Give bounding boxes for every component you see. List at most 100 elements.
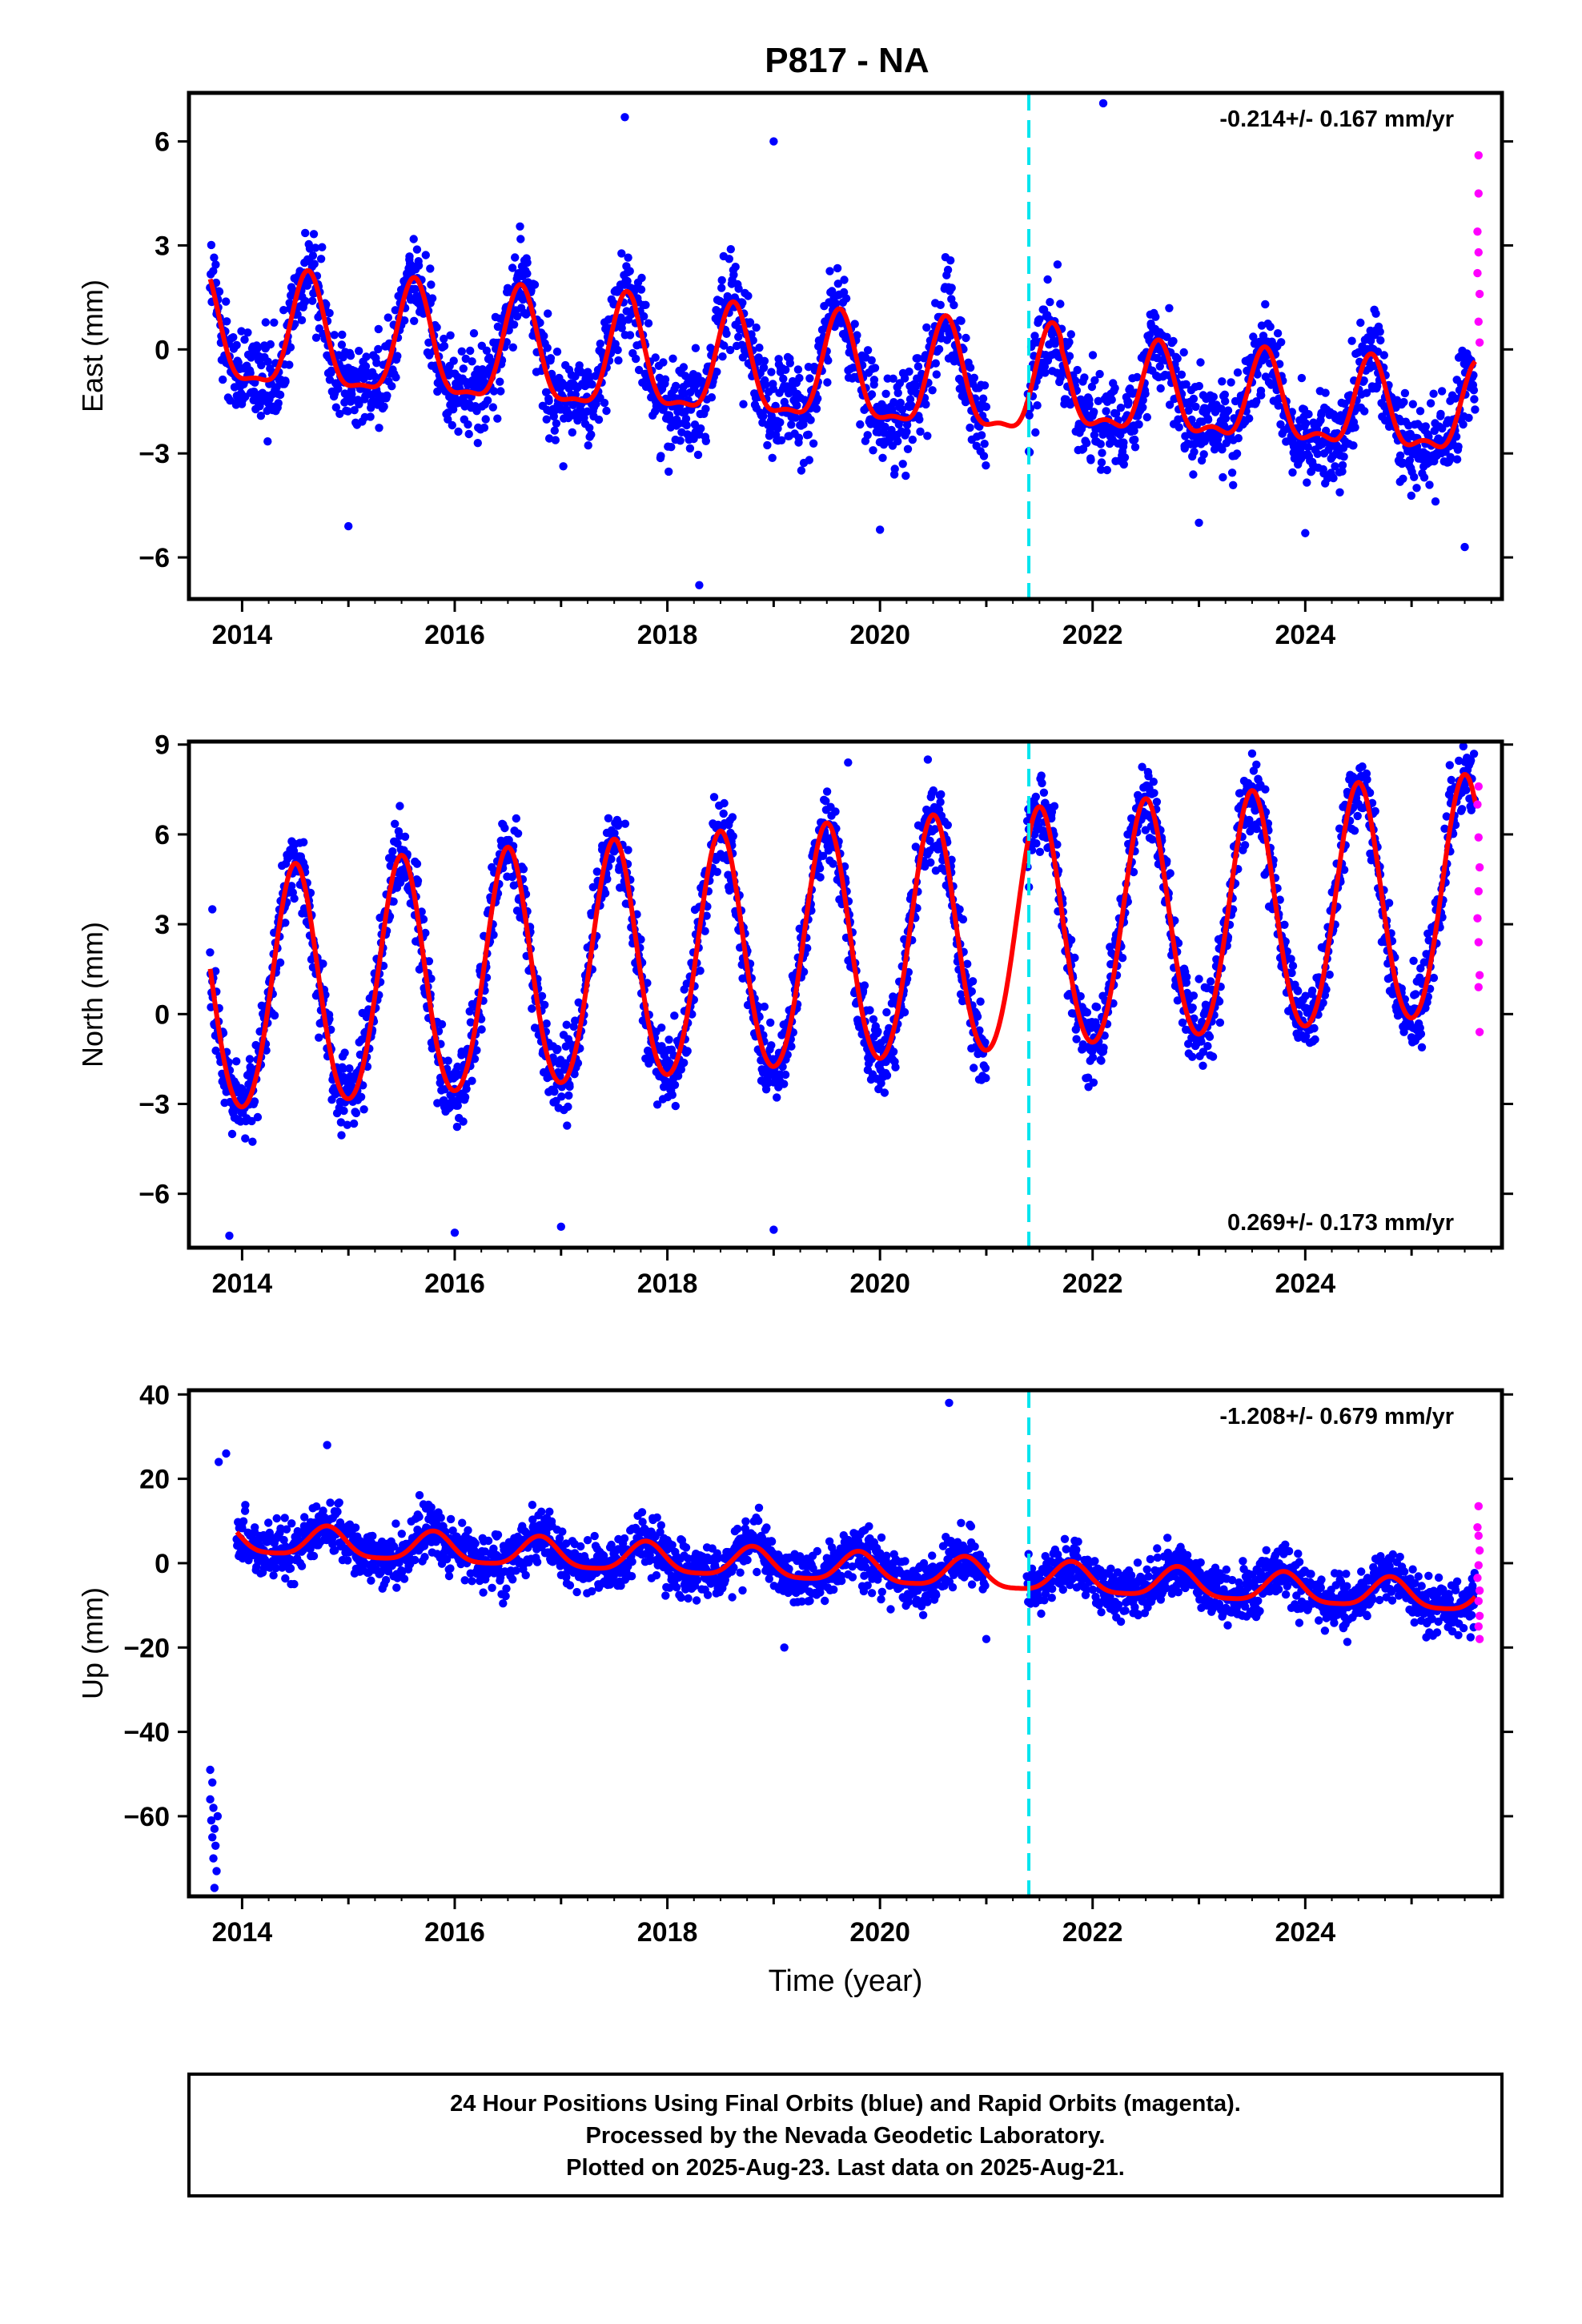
final-orbit-point [372, 359, 381, 368]
final-orbit-point [411, 284, 420, 294]
final-orbit-point [331, 403, 340, 412]
final-orbit-point [564, 1102, 572, 1112]
final-orbit-point [432, 323, 441, 332]
final-orbit-point [860, 981, 869, 990]
final-orbit-point [1190, 448, 1199, 456]
final-orbit-point [701, 927, 709, 935]
final-orbit-point [1464, 413, 1473, 422]
final-orbit-point [1097, 465, 1106, 474]
final-orbit-point [1399, 397, 1408, 407]
final-orbit-point [926, 858, 935, 867]
final-orbit-point [1165, 304, 1174, 312]
final-orbit-point [1359, 376, 1368, 385]
final-orbit-point [777, 436, 786, 444]
final-orbit-point [1173, 996, 1182, 1005]
final-orbit-point [248, 1137, 257, 1146]
final-orbit-point [794, 433, 804, 442]
final-orbit-point [887, 425, 896, 435]
final-orbit-point [337, 340, 347, 349]
final-orbit-point [759, 1068, 768, 1077]
final-orbit-point [1120, 453, 1130, 462]
final-orbit-point [773, 1093, 781, 1102]
final-orbit-point [766, 1018, 775, 1027]
final-orbit-point [673, 1072, 683, 1080]
final-orbit-point [1259, 332, 1268, 340]
x-tick-label: 2018 [637, 620, 698, 650]
final-orbit-point [383, 391, 391, 400]
final-orbit-point [362, 352, 371, 361]
final-orbit-point [614, 818, 623, 827]
final-orbit-point [809, 439, 818, 448]
final-orbit-point [477, 1025, 486, 1034]
final-orbit-point [667, 443, 676, 452]
final-orbit-point [1232, 449, 1242, 458]
plot-frame [187, 90, 1504, 601]
final-orbit-point [1371, 309, 1380, 318]
final-orbit-point [1436, 409, 1445, 419]
final-orbit-point [460, 1092, 470, 1102]
final-orbit-point [679, 363, 689, 372]
final-orbit-point [840, 275, 849, 284]
final-orbit-point [1065, 352, 1074, 360]
final-orbit-point [452, 1122, 462, 1132]
final-orbit-point [889, 374, 897, 383]
final-orbit-point [1162, 332, 1171, 341]
final-orbit-point [523, 258, 532, 267]
final-orbit-point [1190, 1014, 1199, 1023]
final-orbit-point [833, 279, 843, 288]
final-orbit-point [958, 915, 968, 924]
final-orbit-point [682, 420, 691, 430]
final-orbit-point [752, 323, 761, 332]
final-orbit-point [310, 259, 319, 268]
final-orbit-point [781, 1070, 790, 1080]
final-orbit-point [902, 428, 911, 436]
final-orbit-point [1412, 484, 1421, 493]
final-orbit-point [587, 430, 596, 439]
final-orbit-point [1325, 970, 1334, 979]
final-orbit-point [669, 354, 677, 363]
final-orbit-point [550, 407, 559, 416]
final-orbit-point [793, 401, 801, 410]
final-orbit-point [625, 331, 635, 340]
final-orbit-point [1141, 389, 1150, 398]
final-orbit-point [366, 412, 375, 421]
final-orbit-point [409, 235, 418, 243]
final-orbit-point [1085, 400, 1094, 408]
final-orbit-point [693, 450, 703, 460]
final-orbit-point [1197, 1037, 1206, 1046]
x-tick-label: 2024 [1275, 620, 1336, 650]
final-orbit-point [349, 1119, 359, 1128]
final-orbit-point [519, 865, 528, 874]
rapid-orbit-point [1475, 289, 1484, 299]
final-orbit-point [243, 328, 252, 337]
final-orbit-point [552, 419, 561, 428]
final-orbit-point [489, 931, 498, 939]
final-orbit-point [1234, 434, 1243, 443]
final-orbit-point [421, 251, 430, 259]
final-orbit-point [301, 228, 310, 238]
final-orbit-point [824, 356, 833, 365]
final-orbit-point [356, 1092, 366, 1102]
final-orbit-point [1437, 387, 1447, 396]
final-orbit-point [1072, 1035, 1081, 1043]
final-orbit-point [1294, 987, 1303, 995]
final-orbit-point [671, 381, 681, 391]
final-orbit-point [869, 1015, 878, 1024]
final-orbit-point [928, 386, 937, 395]
final-orbit-point [781, 365, 790, 374]
y-tick-label: −3 [139, 439, 170, 469]
final-orbit-point [299, 838, 308, 846]
final-orbit-point [488, 403, 497, 412]
final-orbit-point [309, 230, 319, 239]
final-orbit-point [345, 1064, 354, 1073]
final-orbit-point [936, 300, 945, 309]
final-orbit-point [330, 331, 339, 340]
final-orbit-point [374, 324, 383, 334]
final-orbit-point [701, 404, 710, 413]
final-orbit-point [1399, 474, 1407, 483]
final-orbit-point [466, 346, 475, 356]
final-orbit-point [734, 284, 743, 293]
final-orbit-point [263, 357, 272, 366]
final-orbit-point [1038, 778, 1046, 788]
